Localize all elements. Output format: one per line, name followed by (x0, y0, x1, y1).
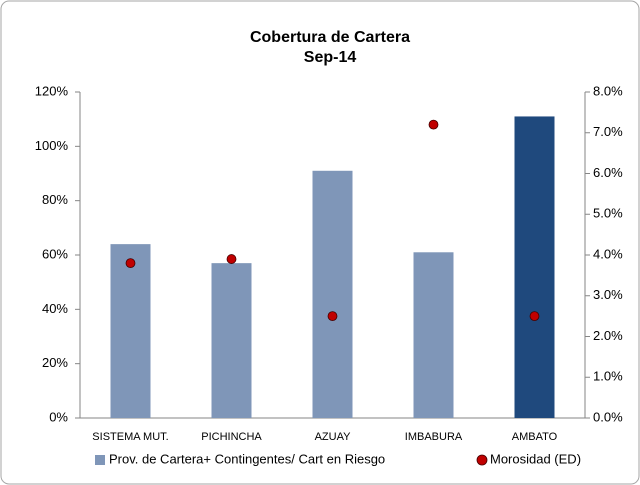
y2-tick-label: 5.0% (593, 206, 623, 221)
x-tick-label: SISTEMA MUT. (92, 431, 168, 443)
y-tick-label: 20% (42, 355, 68, 370)
y2-tick-label: 2.0% (593, 328, 623, 343)
legend-swatch (95, 455, 105, 465)
bar (110, 244, 151, 418)
y-tick-label: 60% (42, 246, 68, 261)
legend-label: Morosidad (ED) (490, 451, 581, 466)
bar (514, 116, 555, 418)
x-tick-label: IMBABURA (405, 431, 463, 443)
y2-tick-label: 1.0% (593, 369, 623, 384)
dot (529, 311, 540, 322)
bar (211, 263, 252, 418)
y-tick-label: 0% (49, 409, 68, 424)
y2-tick-label: 8.0% (593, 83, 623, 98)
dot (226, 254, 237, 264)
y-tick-label: 100% (35, 138, 69, 153)
bar (413, 252, 454, 418)
chart-title: Cobertura de Cartera (250, 29, 410, 46)
legend-swatch (476, 454, 488, 466)
dot (327, 311, 338, 322)
chart-subtitle: Sep-14 (304, 49, 357, 66)
x-tick-label: AMBATO (512, 431, 558, 443)
y-tick-label: 40% (42, 301, 68, 316)
y2-tick-label: 4.0% (593, 246, 623, 261)
bar (312, 170, 353, 418)
y-tick-label: 120% (35, 83, 69, 98)
x-tick-label: AZUAY (315, 431, 352, 443)
dot (125, 258, 136, 269)
dot (428, 119, 439, 130)
y2-tick-label: 7.0% (593, 124, 623, 139)
y-tick-label: 80% (42, 192, 68, 207)
y2-tick-label: 3.0% (593, 287, 623, 302)
y2-tick-label: 6.0% (593, 165, 623, 180)
x-tick-label: PICHINCHA (201, 431, 262, 443)
y2-tick-label: 0.0% (593, 409, 623, 424)
legend-label: Prov. de Cartera+ Contingentes/ Cart en … (109, 451, 385, 466)
